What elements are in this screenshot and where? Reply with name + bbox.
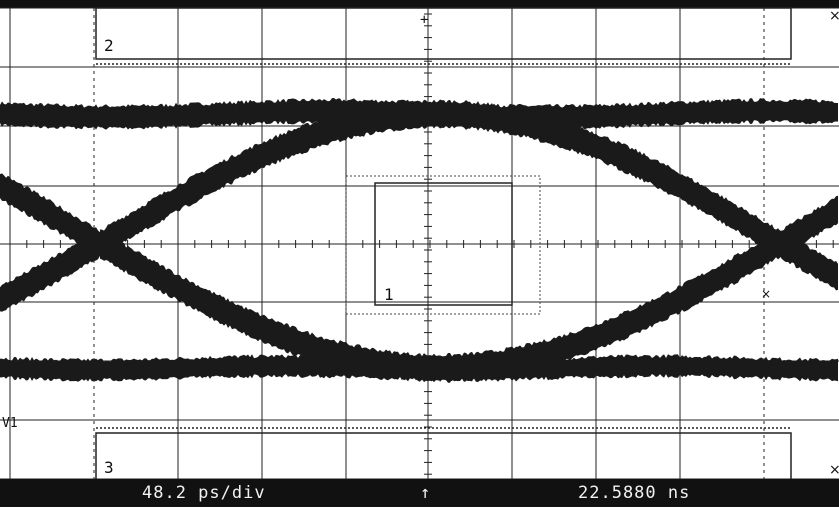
offscreen-mid-icon: × [761,287,771,301]
time-position-readout: 22.5880 ns [578,483,691,503]
mask-3-region [95,432,792,482]
display-labels: 2 1 3 V1 × × × + [2,8,839,478]
mask-2-region [95,7,792,60]
mask-1-margin [345,175,541,315]
trace-upper-lobe [100,99,780,259]
trace-left-lower [0,231,100,312]
mask-1-region [374,182,513,306]
trigger-arrow-icon: ↑ [420,483,432,503]
status-bar: 48.2 ps/div ↑ 22.5880 ns [0,479,839,507]
eye-traces [0,98,838,383]
trace-lower-lobe [100,229,780,383]
graticule [0,7,839,480]
channel-v1-label: V1 [2,416,18,431]
trace-left-upper [0,173,100,256]
center-marker-top: + [420,12,428,28]
offscreen-bottom-icon: × [829,462,839,478]
timebase-readout: 48.2 ps/div [142,483,266,503]
mask-1-label: 1 [384,285,394,304]
offscreen-top-icon: × [829,8,839,24]
trace-right-lower [780,231,838,291]
mask-3-label: 3 [104,458,114,477]
top-border [0,0,839,8]
mask-2-label: 2 [104,36,114,55]
